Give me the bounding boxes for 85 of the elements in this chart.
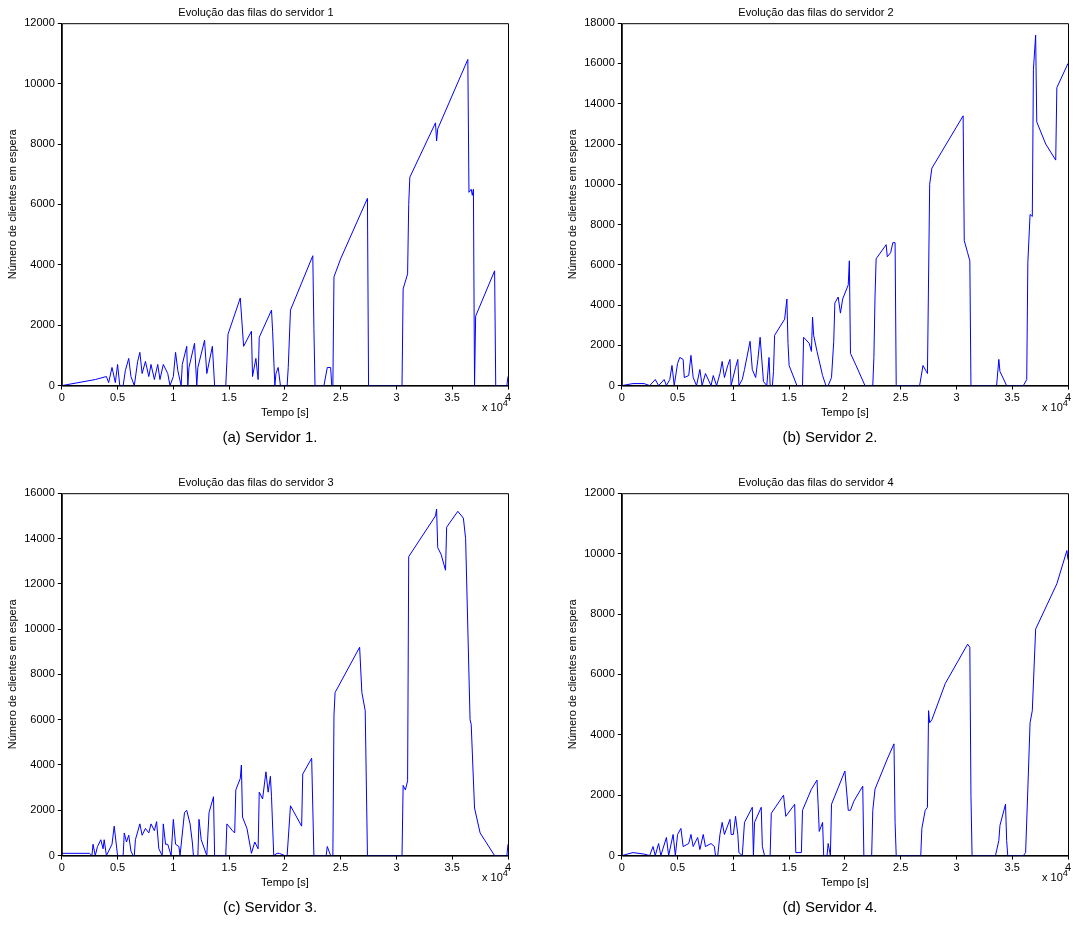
y-tick-label: 2000 bbox=[30, 803, 55, 816]
x-tick-label: 2.5 bbox=[893, 391, 909, 404]
x-tick-label: 0.5 bbox=[669, 861, 686, 874]
y-tick-label: 10000 bbox=[584, 546, 615, 559]
chart-title: Evolução das filas do servidor 4 bbox=[738, 475, 894, 488]
x-tick-label: 2 bbox=[841, 861, 848, 874]
x-tick-label: 3.5 bbox=[444, 391, 460, 404]
y-tick-label: 10000 bbox=[24, 76, 55, 89]
x-tick-label: 2 bbox=[281, 391, 288, 404]
y-tick-label: 4000 bbox=[30, 758, 55, 771]
y-axis-title: Número de clientes em espera bbox=[5, 128, 18, 280]
x-tick-label: 3.5 bbox=[1004, 861, 1020, 874]
x-tick-label: 3 bbox=[393, 391, 400, 404]
y-tick-label: 4000 bbox=[590, 298, 615, 311]
y-tick-label: 12000 bbox=[584, 137, 615, 150]
x-tick-label: 1.5 bbox=[221, 391, 237, 404]
x-tick-label: 3 bbox=[953, 391, 960, 404]
x-tick-label: 1 bbox=[170, 391, 177, 404]
y-axis-title: Número de clientes em espera bbox=[565, 598, 578, 750]
x-tick-label: 0.5 bbox=[109, 391, 126, 404]
y-tick-label: 0 bbox=[48, 378, 55, 391]
text: x 10$^{4}$ bbox=[482, 398, 508, 413]
y-tick-label: 16000 bbox=[584, 56, 615, 69]
x-axis-title: Tempo [s] bbox=[821, 406, 869, 419]
text: x 10$^{4}$ bbox=[1042, 868, 1068, 883]
x-tick-label: 1 bbox=[730, 391, 737, 404]
x-tick-label: 2.5 bbox=[333, 861, 349, 874]
y-tick-label: 16000 bbox=[24, 486, 55, 499]
y-tick-label: 10000 bbox=[584, 177, 615, 190]
x-tick-label: 0.5 bbox=[669, 391, 686, 404]
y-tick-label: 4000 bbox=[590, 727, 615, 740]
x-tick-label: 0 bbox=[618, 391, 625, 404]
text: (c) Servidor 3. bbox=[221, 898, 319, 915]
y-axis-title: Número de clientes em espera bbox=[5, 598, 18, 750]
x-axis-title: Tempo [s] bbox=[821, 876, 869, 889]
x-tick-label: 1.5 bbox=[221, 861, 237, 874]
x-tick-label: 1.5 bbox=[781, 861, 797, 874]
y-tick-label: 0 bbox=[48, 848, 55, 861]
x-tick-label: 2.5 bbox=[893, 861, 909, 874]
y-tick-label: 8000 bbox=[590, 217, 615, 230]
x-tick-label: 1 bbox=[170, 861, 177, 874]
y-tick-label: 12000 bbox=[24, 576, 55, 589]
y-tick-label: 6000 bbox=[30, 197, 55, 210]
x-tick-label: 0 bbox=[58, 861, 65, 874]
y-tick-label: 10000 bbox=[24, 622, 55, 635]
y-tick-label: 6000 bbox=[590, 667, 615, 680]
chart-title: Evolução das filas do servidor 2 bbox=[738, 5, 894, 18]
y-tick-label: 14000 bbox=[24, 531, 55, 544]
x-tick-label: 1 bbox=[730, 861, 737, 874]
x-tick-label: 3 bbox=[953, 861, 960, 874]
y-tick-label: 2000 bbox=[590, 788, 615, 801]
y-tick-label: 4000 bbox=[30, 257, 55, 270]
x-tick-label: 2 bbox=[841, 391, 848, 404]
x-tick-label: 0.5 bbox=[109, 861, 126, 874]
chart-title: Evolução das filas do servidor 1 bbox=[178, 5, 334, 18]
text: x 10$^{4}$ bbox=[482, 868, 508, 883]
y-tick-label: 6000 bbox=[30, 712, 55, 725]
y-axis-title: Número de clientes em espera bbox=[565, 128, 578, 280]
y-tick-label: 2000 bbox=[590, 338, 615, 351]
y-tick-label: 8000 bbox=[30, 667, 55, 680]
x-axis-title: Tempo [s] bbox=[261, 406, 309, 419]
x-tick-label: 1.5 bbox=[781, 391, 797, 404]
y-tick-label: 12000 bbox=[584, 486, 615, 499]
x-tick-label: 3 bbox=[393, 861, 400, 874]
chart-title: Evolução das filas do servidor 3 bbox=[178, 475, 334, 488]
y-tick-label: 8000 bbox=[590, 607, 615, 620]
y-tick-label: 14000 bbox=[584, 96, 615, 109]
text: x 10$^{4}$ bbox=[1042, 398, 1068, 413]
y-tick-label: 8000 bbox=[30, 137, 55, 150]
x-tick-label: 3.5 bbox=[444, 861, 460, 874]
y-tick-label: 12000 bbox=[24, 16, 55, 29]
x-tick-label: 0 bbox=[58, 391, 65, 404]
x-tick-label: 3.5 bbox=[1004, 391, 1020, 404]
x-tick-label: 0 bbox=[618, 861, 625, 874]
y-tick-label: 6000 bbox=[590, 257, 615, 270]
x-axis-title: Tempo [s] bbox=[261, 876, 309, 889]
x-tick-label: 2.5 bbox=[333, 391, 349, 404]
text: (b) Servidor 2. bbox=[781, 428, 879, 445]
y-tick-label: 0 bbox=[608, 378, 615, 391]
y-tick-label: 18000 bbox=[584, 16, 615, 29]
y-tick-label: 2000 bbox=[30, 318, 55, 331]
text: (a) Servidor 1. bbox=[221, 428, 319, 445]
x-tick-label: 2 bbox=[281, 861, 288, 874]
text: (d) Servidor 4. bbox=[781, 898, 879, 915]
y-tick-label: 0 bbox=[608, 848, 615, 861]
